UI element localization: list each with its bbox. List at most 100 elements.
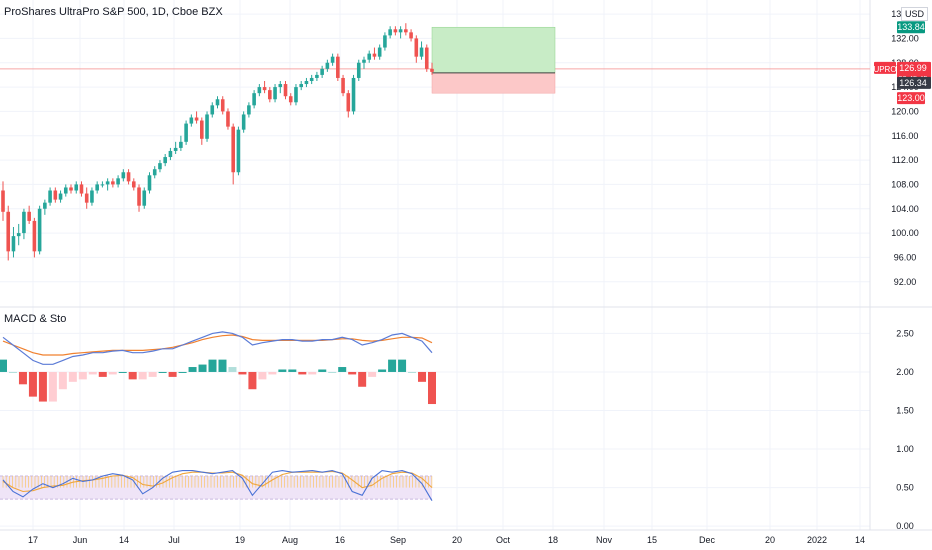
candle-body — [404, 29, 408, 33]
macd-histogram-bar — [18, 371, 27, 385]
macd-histogram-bar — [368, 371, 377, 377]
macd-histogram-bar — [328, 371, 337, 373]
time-tick-label: 17 — [28, 535, 38, 545]
price-tick-label: 132.00 — [891, 33, 919, 43]
candle-body — [210, 105, 215, 115]
candle-body — [184, 123, 188, 142]
symbol-tag: UPRO — [873, 65, 896, 74]
macd-histogram-bar — [48, 371, 57, 402]
candle-body — [273, 87, 277, 100]
macd-histogram-bar — [318, 369, 327, 372]
candle-body — [320, 68, 324, 75]
price-tick-label: 104.00 — [891, 204, 919, 214]
candle-body — [152, 169, 157, 176]
indicator-tick-label: 2.00 — [896, 367, 914, 377]
macd-histogram-bar — [98, 371, 107, 377]
candle-body — [231, 126, 235, 173]
candle-body — [147, 175, 152, 191]
candle-body — [131, 181, 136, 188]
indicator-title: MACD & Sto — [4, 313, 67, 325]
candle-body — [430, 68, 434, 72]
time-tick-label: 14 — [855, 535, 865, 545]
macd-histogram-bar — [218, 359, 227, 372]
candle-body — [262, 87, 267, 91]
candle-body — [372, 53, 377, 57]
candle-body — [142, 190, 147, 206]
candle-body — [283, 84, 288, 97]
candle-body — [200, 120, 204, 139]
currency-label[interactable]: USD — [900, 7, 928, 21]
stoch-band — [0, 476, 432, 500]
candle-body — [74, 184, 79, 191]
indicator-tick-label: 0.50 — [896, 483, 914, 493]
candle-body — [393, 29, 398, 33]
time-tick-label: 20 — [452, 535, 462, 545]
target-price-tag: 133.84 — [897, 22, 925, 32]
candle-body — [163, 157, 167, 164]
candle-body — [424, 47, 429, 69]
macd-histogram-bar — [278, 369, 287, 372]
indicator-tick-label: 1.50 — [896, 406, 914, 416]
candle-body — [53, 190, 58, 200]
candle-body — [189, 117, 194, 124]
candle-body — [414, 38, 419, 57]
symbol-title: ProShares UltraPro S&P 500, 1D, Cboe BZX — [4, 6, 223, 18]
candle-body — [336, 56, 340, 78]
candle-body — [315, 74, 319, 78]
macd-histogram-bar — [378, 369, 387, 372]
macd-histogram-bar — [208, 359, 217, 372]
macd-histogram-bar — [28, 371, 37, 397]
price-tick-label: 116.00 — [892, 131, 919, 141]
candle-body — [48, 190, 52, 203]
macd-histogram-bar — [168, 371, 177, 377]
time-tick-label: Jul — [168, 535, 180, 545]
macd-histogram-bar — [358, 371, 367, 387]
candle-body — [226, 111, 230, 127]
macd-histogram-bar — [348, 371, 357, 375]
candle-body — [1, 190, 5, 212]
candle-body — [137, 187, 141, 206]
candle-body — [278, 84, 283, 88]
candle-body — [220, 99, 225, 112]
candle-body — [16, 233, 21, 237]
time-tick-label: 18 — [548, 535, 558, 545]
time-tick-label: 19 — [235, 535, 245, 545]
candle-body — [32, 220, 37, 252]
candle-body — [388, 29, 392, 36]
candle-body — [100, 184, 105, 186]
macd-histogram-bar — [338, 367, 347, 372]
target-price-tag-bg — [897, 21, 925, 34]
macd-histogram-bar — [148, 371, 157, 377]
macd-histogram-bar — [248, 371, 257, 390]
macd-histogram-bar — [0, 359, 7, 372]
stoch-k-line — [2, 470, 433, 501]
macd-histogram-bar — [158, 371, 167, 373]
candle-body — [409, 32, 413, 39]
candle-body — [194, 117, 199, 121]
time-tick-label: Sep — [390, 535, 406, 545]
candle-body — [236, 129, 241, 173]
macd-histogram-bar — [78, 371, 87, 380]
target-zone — [431, 26, 556, 74]
candle-body — [325, 62, 330, 69]
macd-histogram-bar — [428, 371, 436, 405]
stop-price-tag: 123.00 — [897, 93, 925, 103]
time-tick-label: 14 — [119, 535, 129, 545]
macd-histogram-bar — [138, 371, 147, 380]
candle-body — [362, 59, 366, 63]
time-tick-label: Dec — [699, 535, 716, 545]
macd-histogram-bar — [228, 367, 237, 372]
candle-body — [168, 150, 173, 158]
candle-body — [69, 187, 73, 191]
candle-body — [268, 90, 272, 100]
macd-signal-line — [2, 334, 433, 356]
macd-histogram-bar — [408, 371, 417, 373]
candle-body — [304, 81, 309, 85]
macd-histogram-bar — [128, 371, 137, 380]
candle-body — [294, 87, 298, 103]
macd-histogram-bar — [308, 371, 317, 375]
candle-body — [356, 62, 361, 78]
candle-body — [121, 172, 126, 179]
candle-body — [105, 181, 110, 185]
